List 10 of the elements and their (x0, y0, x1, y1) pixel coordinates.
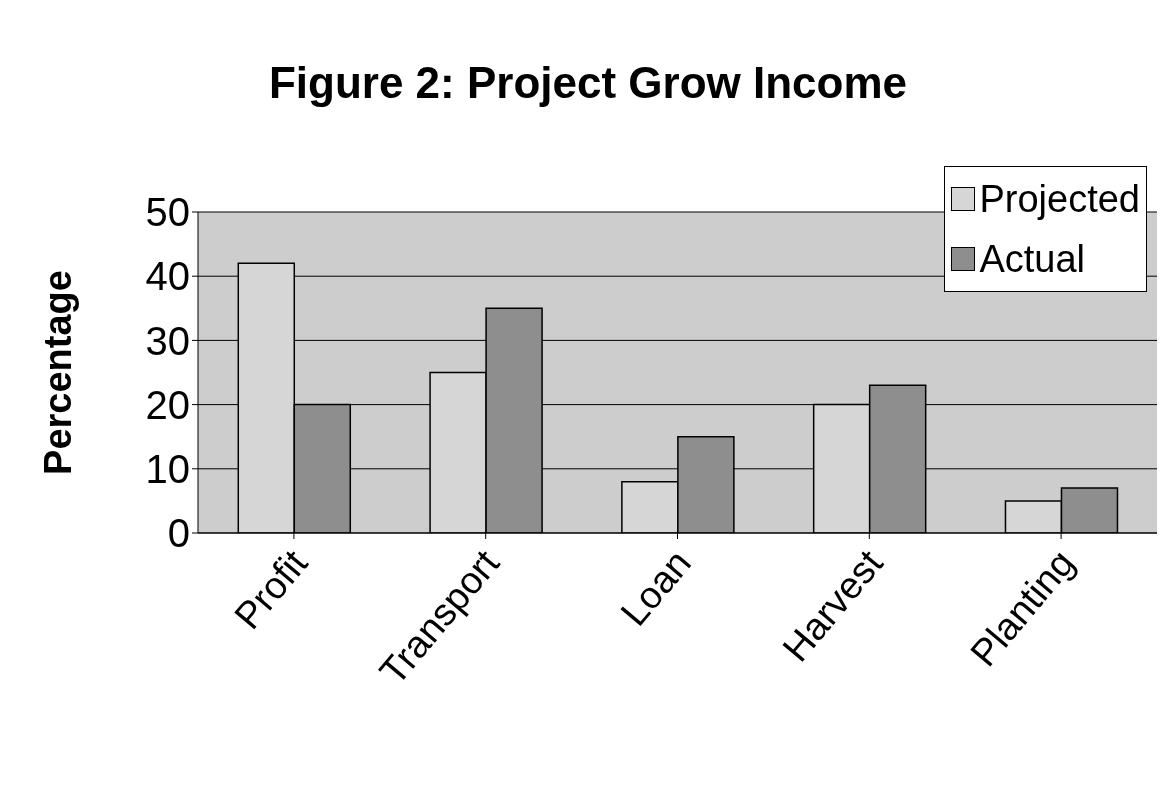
y-tick-label: 40 (145, 254, 190, 299)
chart-title: Figure 2: Project Grow Income (267, 58, 909, 108)
y-tick-label: 30 (145, 318, 190, 363)
y-tick-label: 50 (145, 190, 190, 235)
y-tick-label: 0 (167, 511, 190, 556)
legend-label: Actual (979, 237, 1086, 282)
y-axis-title: Percentage (37, 270, 80, 475)
y-tick-label: 10 (145, 447, 190, 491)
legend-label: Projected (979, 177, 1140, 222)
y-tick-label: 20 (145, 382, 190, 427)
